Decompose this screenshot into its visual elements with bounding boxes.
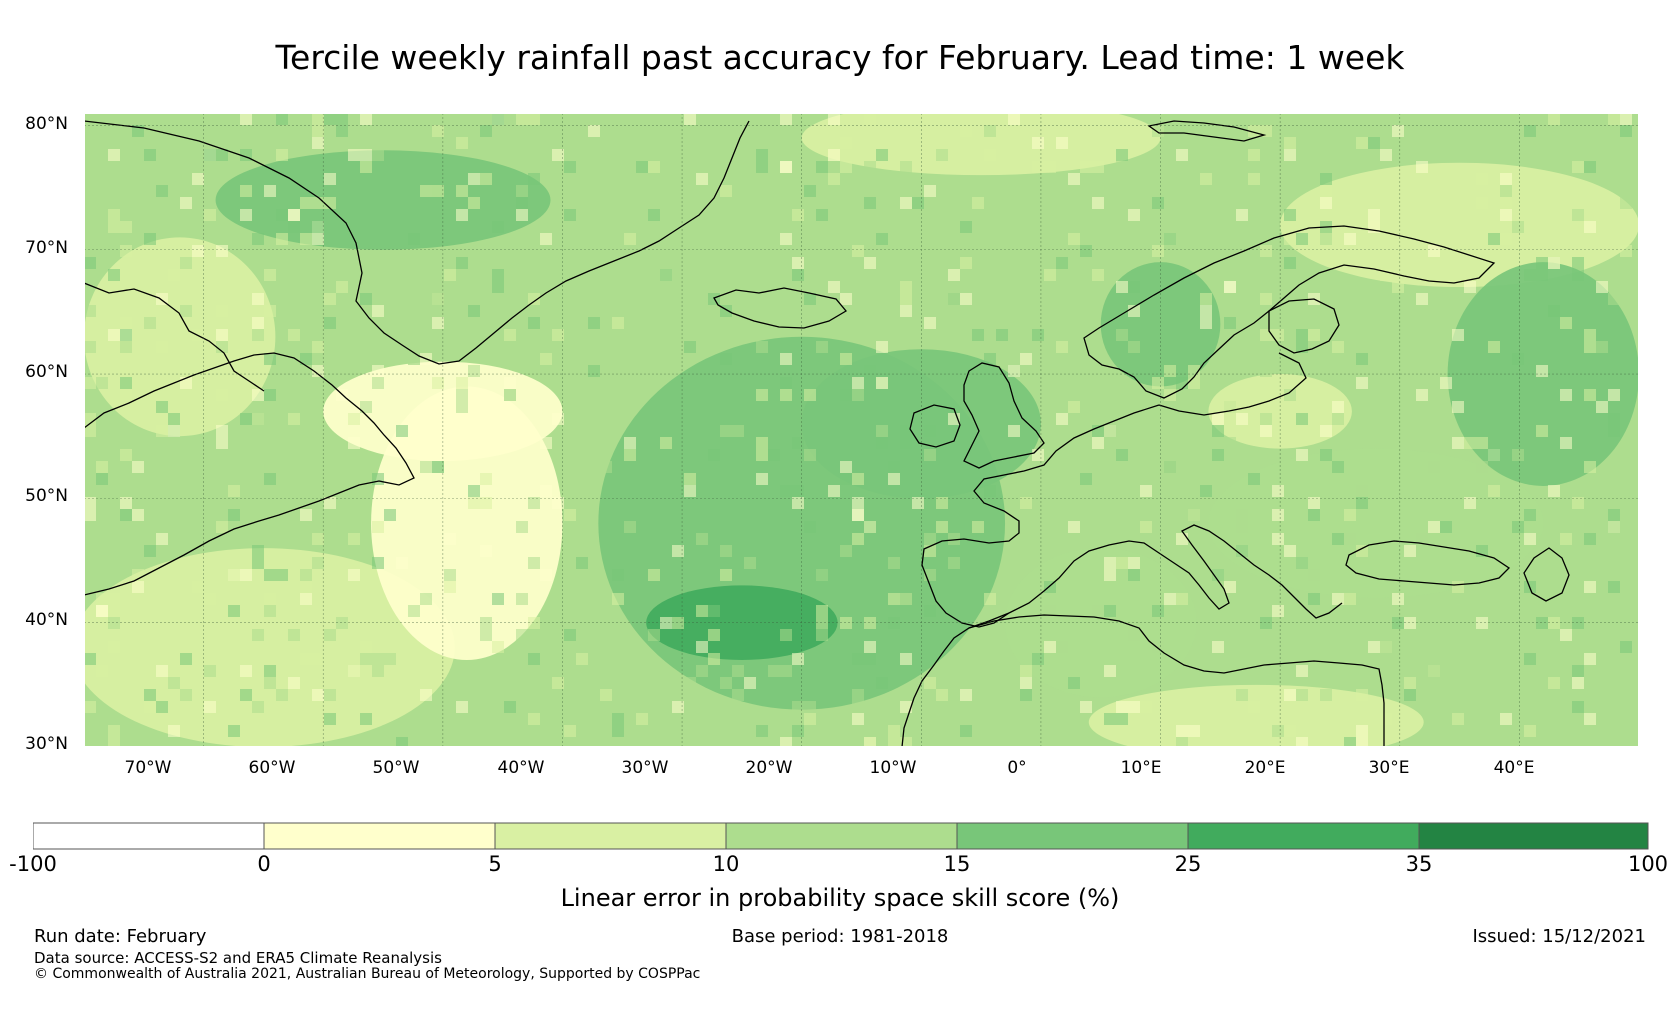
lon-label-30e: 30°E	[1368, 758, 1410, 778]
skill-patch-5	[801, 349, 1041, 499]
lon-label-40w: 40°W	[497, 758, 545, 778]
lat-label-50n: 50°N	[25, 486, 68, 506]
skill-patch-8	[1100, 262, 1221, 387]
coastline-iceland	[713, 287, 847, 329]
coastline-europe-atlantic	[921, 404, 1160, 628]
colorbar-tick-100: 100	[1627, 852, 1669, 876]
coastline-layer	[84, 120, 1570, 747]
skill-patch-10	[1208, 374, 1352, 449]
lat-label-60n: 60°N	[25, 362, 68, 382]
colorbar-segment-7	[1418, 822, 1649, 850]
colorbar-tick-25: 25	[1174, 852, 1202, 876]
skill-map	[84, 113, 1639, 747]
colorbar-tick-0: 0	[257, 852, 271, 876]
lon-label-10e: 10°E	[1120, 758, 1162, 778]
skill-patch-13	[1088, 684, 1424, 747]
coastline-arctic-islands	[1147, 120, 1267, 142]
lon-label-30w: 30°W	[621, 758, 669, 778]
coastline-scandinavia	[1083, 225, 1496, 399]
map-frame	[84, 113, 1639, 747]
grid-cell-texture	[84, 113, 1632, 747]
lon-label-20w: 20°W	[745, 758, 793, 778]
chart-title: Tercile weekly rainfall past accuracy fo…	[275, 38, 1405, 77]
colorbar-tick-15: 15	[943, 852, 971, 876]
graticule	[84, 113, 1639, 747]
coastline-black-sea	[1345, 540, 1511, 586]
colorbar-segment-6	[1187, 822, 1420, 850]
coastline-hudson-region	[84, 282, 265, 392]
skill-patch-0	[84, 548, 455, 747]
issued-date: Issued: 15/12/2021	[1472, 926, 1646, 947]
base-period: Base period: 1981-2018	[731, 926, 949, 947]
lat-label-70n: 70°N	[25, 238, 68, 258]
copyright: © Commonwealth of Australia 2021, Austra…	[34, 966, 701, 982]
colorbar-segment-4	[725, 822, 958, 850]
skill-patch-layer	[84, 113, 1639, 747]
coastline-north-america	[84, 352, 415, 596]
coastline-finland	[1268, 298, 1340, 354]
colorbar	[33, 822, 1649, 850]
colorbar-tick-5: 5	[488, 852, 502, 876]
lon-label-50w: 50°W	[372, 758, 420, 778]
skill-patch-6	[215, 150, 551, 250]
coastline-baltic	[1158, 352, 1307, 416]
colorbar-label: Linear error in probability space skill …	[560, 884, 1120, 912]
colorbar-tick-minus100: -100	[9, 852, 57, 876]
coastline-mediterranean-north	[1008, 524, 1343, 619]
skill-patch-7	[801, 113, 1161, 176]
coastline-britain	[963, 362, 1045, 469]
coastline-greenland	[84, 120, 750, 365]
coastline-caspian	[1523, 547, 1570, 602]
colorbar-tick-10: 10	[712, 852, 740, 876]
colorbar-segment-3	[494, 822, 727, 850]
colorbar-tick-35: 35	[1405, 852, 1433, 876]
colorbar-segment-2	[263, 822, 496, 850]
data-source: Data source: ACCESS-S2 and ERA5 Climate …	[34, 949, 442, 967]
coastline-north-africa-med	[968, 614, 1385, 747]
lon-label-20e: 20°E	[1244, 758, 1286, 778]
lon-label-40e: 40°E	[1493, 758, 1535, 778]
lon-label-0: 0°	[1007, 758, 1027, 778]
colorbar-segment-5	[956, 822, 1189, 850]
coastline-ireland	[909, 404, 961, 448]
lon-label-60w: 60°W	[248, 758, 296, 778]
lat-label-80n: 80°N	[25, 114, 68, 134]
run-date: Run date: February	[34, 926, 207, 947]
lat-label-30n: 30°N	[25, 734, 68, 754]
lon-label-10w: 10°W	[869, 758, 917, 778]
lon-label-70w: 70°W	[124, 758, 172, 778]
lat-label-40n: 40°N	[25, 610, 68, 630]
colorbar-segment-1	[33, 822, 265, 850]
skill-patch-11	[1280, 162, 1639, 288]
skill-patch-9	[1208, 448, 1544, 598]
